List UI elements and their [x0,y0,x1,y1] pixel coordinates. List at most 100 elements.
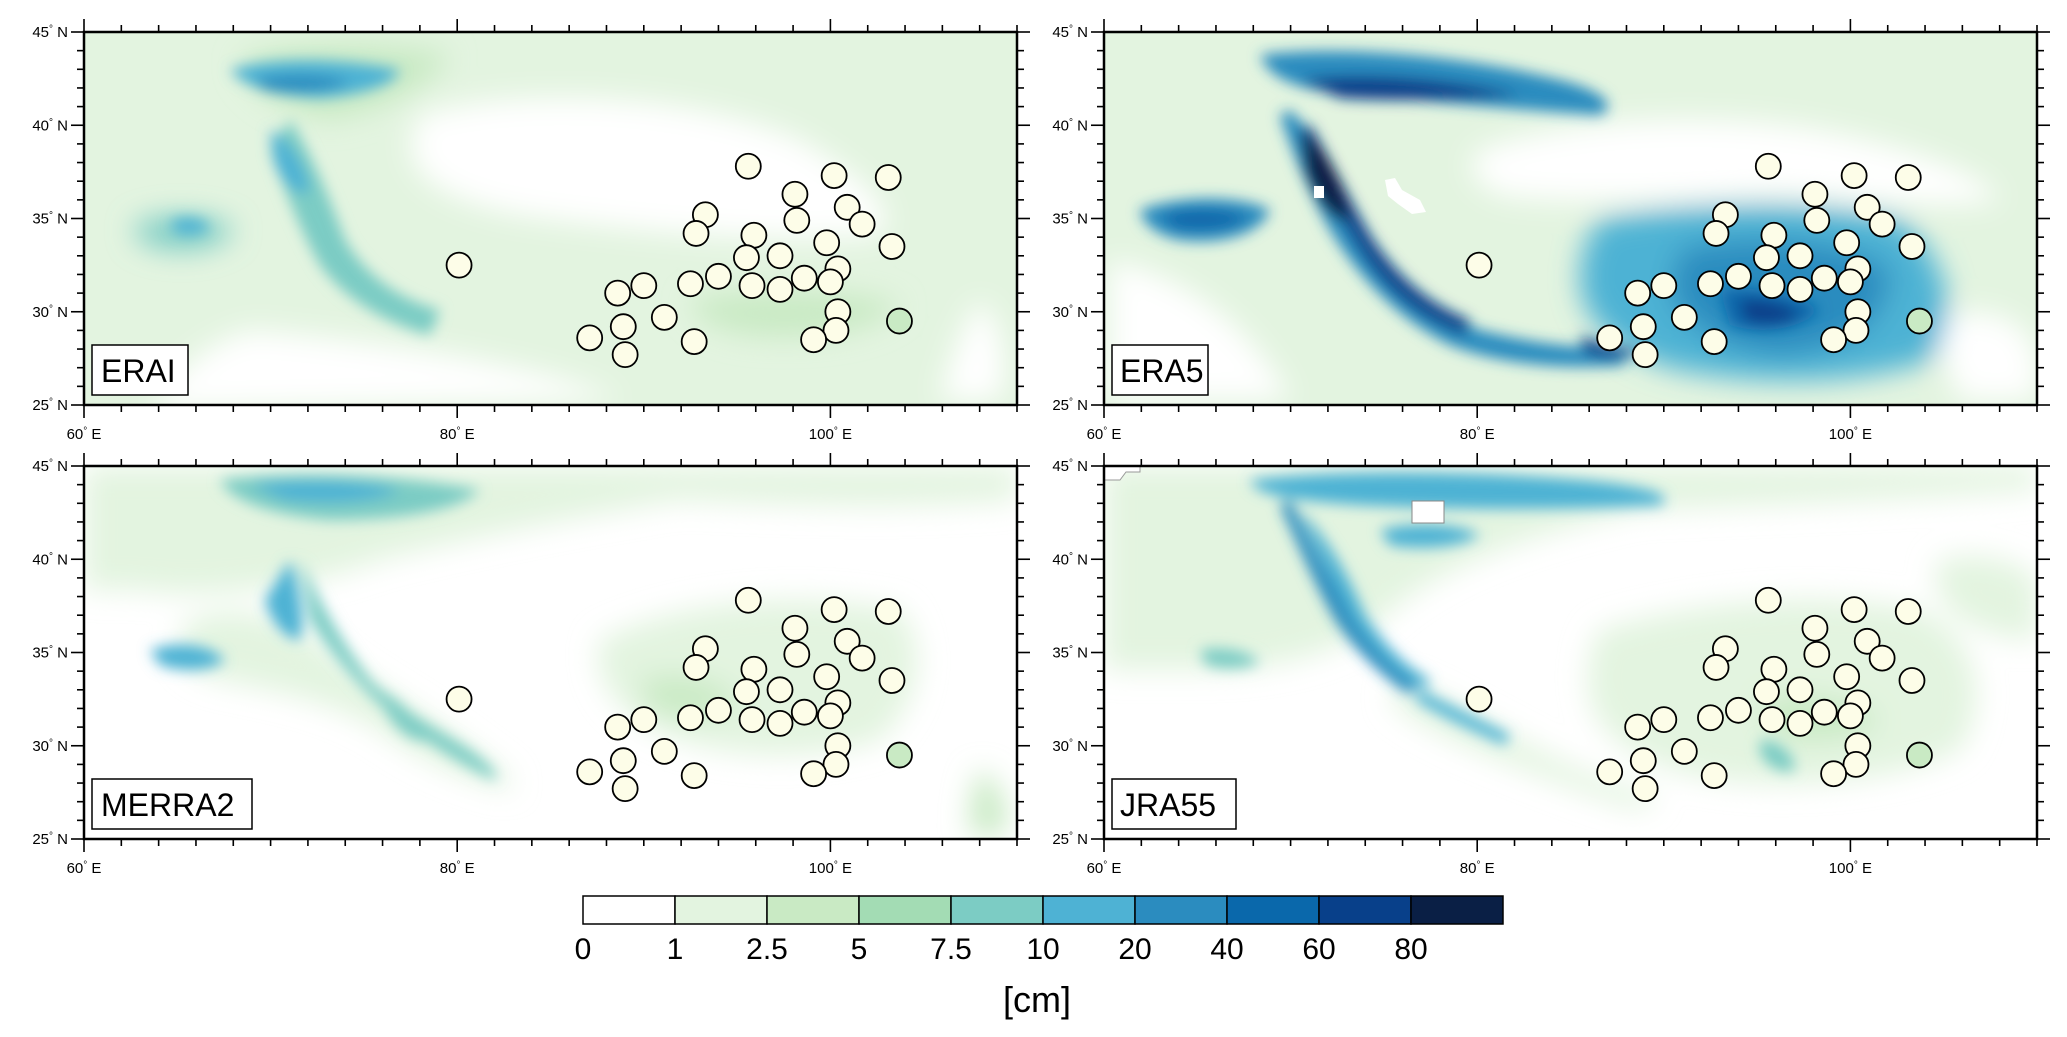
lat-tick-label: 45° N [1052,24,1088,41]
erai-panel-label: ERAI [101,353,176,389]
panel-erai: 60° E 80° E 100° E 25° N 30° N 35° N 40° N 45° … [32,19,1030,443]
station-marker [813,663,841,691]
lon-tick-label: 100° E [1829,426,1872,443]
station-marker [734,586,762,614]
station-marker [609,747,637,775]
station-marker [820,162,848,190]
merra2-label-box [91,778,253,830]
erai-stations [445,152,913,369]
station-marker [1700,762,1728,789]
station-marker [1702,220,1730,247]
station-marker [1853,627,1881,655]
station-marker [817,702,844,730]
station-marker [705,262,732,290]
station-marker [1629,313,1657,341]
era5-snow-field [1104,32,2037,405]
colorbar-level-label: 40 [1210,933,1243,966]
station-marker [677,704,704,732]
station-marker [766,275,794,303]
merra2-stations [445,586,913,803]
station-marker [781,180,809,208]
station-marker [1465,251,1493,279]
jra55-stations [1465,586,1933,803]
colorbar-level-label: 10 [1026,933,1059,966]
station-marker [878,667,906,694]
lon-tick-label: 60° E [1087,860,1122,877]
lon-tick-label: 60° E [67,426,102,443]
station-marker [822,751,850,778]
station-marker [1786,709,1814,737]
station-marker [1820,326,1848,354]
station-marker [1786,242,1814,270]
station-marker [790,698,818,726]
station-marker [740,221,768,249]
station-marker [609,313,637,341]
station-marker [874,164,902,191]
station-marker [1906,741,1933,769]
station-marker [680,328,708,355]
station-marker [848,210,876,238]
station-marker [682,654,710,681]
colorbar-swatch [950,895,1044,925]
jra55-panel-label: JRA55 [1120,787,1216,823]
station-marker [1670,737,1698,765]
station-marker [1810,264,1838,292]
station-marker [820,596,848,624]
lon-tick-label: 80° E [440,426,475,443]
station-marker [630,706,658,734]
lat-tick-label: 40° N [32,117,68,134]
erai-frame-ticks: 60° E 80° E 100° E 25° N 30° N 35° N 40° N 45° … [32,19,1030,443]
station-marker [1760,221,1788,249]
station-marker [1898,667,1926,694]
station-marker [1894,164,1922,191]
lon-tick-label: 100° E [809,426,852,443]
lat-tick-label: 45° N [1052,458,1088,475]
station-marker [783,640,811,668]
colorbar-level-label: 60 [1302,933,1335,966]
station-marker [1631,341,1659,369]
lon-tick-label: 80° E [1460,860,1495,877]
lat-tick-label: 45° N [32,24,68,41]
station-marker [630,272,658,300]
station-marker [800,326,828,354]
station-marker [740,655,768,683]
colorbar-swatch [1410,895,1504,925]
station-marker [874,598,902,625]
lat-tick-label: 40° N [1052,551,1088,568]
station-marker [680,762,708,789]
lat-tick-label: 30° N [1052,304,1088,321]
station-marker [1868,644,1896,672]
station-marker [817,268,844,296]
station-marker [1786,275,1814,303]
station-marker [1631,775,1659,803]
colorbar-level-label: 1 [667,933,684,966]
lat-tick-label: 45° N [32,458,68,475]
station-marker [878,233,906,260]
station-marker [1697,704,1724,732]
colorbar-level-label: 20 [1118,933,1151,966]
lat-tick-label: 25° N [1052,397,1088,414]
station-marker [1853,193,1881,221]
station-marker [1894,598,1922,625]
lat-tick-label: 40° N [1052,117,1088,134]
station-marker [677,270,704,298]
station-marker [650,737,678,765]
colorbar-swatch [674,895,768,925]
era5-panel-label: ERA5 [1120,353,1204,389]
station-marker [576,758,604,786]
station-marker [1833,229,1861,257]
station-marker [1700,328,1728,355]
panel-era5: 60° E 80° E 100° E 25° N 30° N 35° N 40° N 45° … [1052,19,2050,443]
station-marker [1868,210,1896,238]
station-marker [734,152,762,180]
jra55-label-box [1111,778,1237,830]
era5-frame-ticks: 60° E 80° E 100° E 25° N 30° N 35° N 40° N 45° … [1052,19,2050,443]
colorbar-level-label: 80 [1394,933,1427,966]
colorbar-swatches [582,895,1504,925]
station-marker [733,244,760,272]
station-marker [738,272,766,300]
station-marker [783,206,811,234]
lat-tick-label: 30° N [32,738,68,755]
station-marker [576,324,604,352]
station-marker [1803,206,1831,234]
